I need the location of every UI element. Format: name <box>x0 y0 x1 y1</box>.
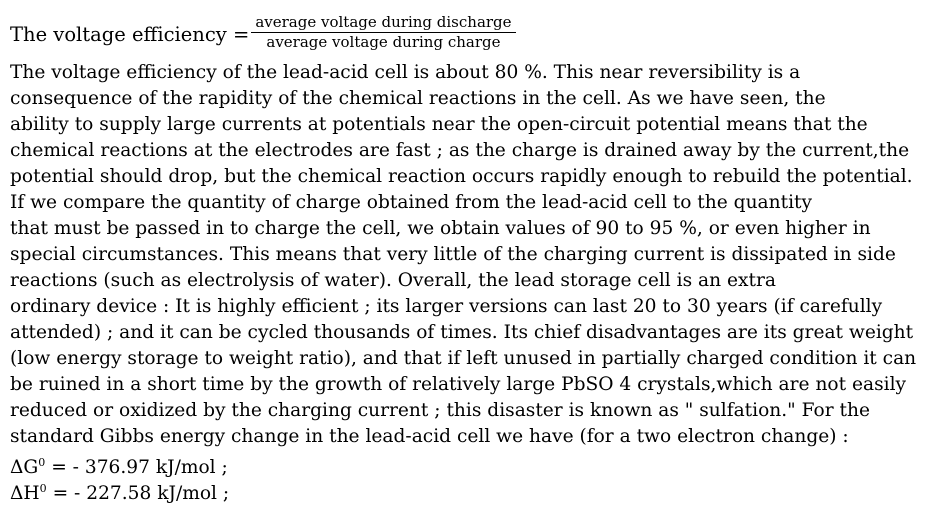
paragraph-line: that must be passed in to charge the cel… <box>10 218 871 239</box>
paragraph-line: ability to supply large currents at pote… <box>10 114 868 135</box>
formula-fraction: average voltage during discharge average… <box>251 13 516 52</box>
document-page: The voltage efficiency = average voltage… <box>10 8 928 505</box>
equation-superscript: 0 <box>38 456 46 469</box>
paragraph-line: reduced or oxidized by the charging curr… <box>10 400 870 421</box>
paragraph-line: consequence of the rapidity of the chemi… <box>10 88 826 109</box>
formula-lhs: The voltage efficiency = <box>10 22 250 46</box>
formula-denominator: average voltage during charge <box>266 32 501 51</box>
paragraph-line: special circumstances. This means that v… <box>10 244 896 265</box>
paragraph-line: potential should drop, but the chemical … <box>10 166 913 187</box>
paragraph-line: If we compare the quantity of charge obt… <box>10 192 813 213</box>
enthalpy-equation: ΔH0 = - 227.58 kJ/mol ; <box>10 476 928 504</box>
paragraph-line: be ruined in a short time by the growth … <box>10 374 907 395</box>
paragraph-line: attended) ; and it can be cycled thousan… <box>10 322 914 343</box>
equation-value: = - 376.97 kJ/mol ; <box>45 457 228 478</box>
equation-symbol: ΔG <box>10 457 39 478</box>
paragraph-line: reactions (such as electrolysis of water… <box>10 270 776 291</box>
paragraph-line: The voltage efficiency of the lead-acid … <box>10 62 801 83</box>
equation-superscript: 0 <box>39 482 47 495</box>
voltage-efficiency-formula: The voltage efficiency = average voltage… <box>10 8 928 60</box>
paragraph-line: standard Gibbs energy change in the lead… <box>10 426 849 447</box>
gibbs-energy-equation: ΔG0 = - 376.97 kJ/mol ; <box>10 450 928 478</box>
paragraph-line: (low energy storage to weight ratio), an… <box>10 348 917 369</box>
body-paragraph: The voltage efficiency of the lead-acid … <box>10 60 928 450</box>
equation-symbol: ΔH <box>10 483 40 504</box>
equation-value: = - 227.58 kJ/mol ; <box>46 483 230 504</box>
formula-numerator: average voltage during discharge <box>251 13 516 33</box>
paragraph-line: chemical reactions at the electrodes are… <box>10 140 910 161</box>
paragraph-line: ordinary device : It is highly efficient… <box>10 296 883 317</box>
